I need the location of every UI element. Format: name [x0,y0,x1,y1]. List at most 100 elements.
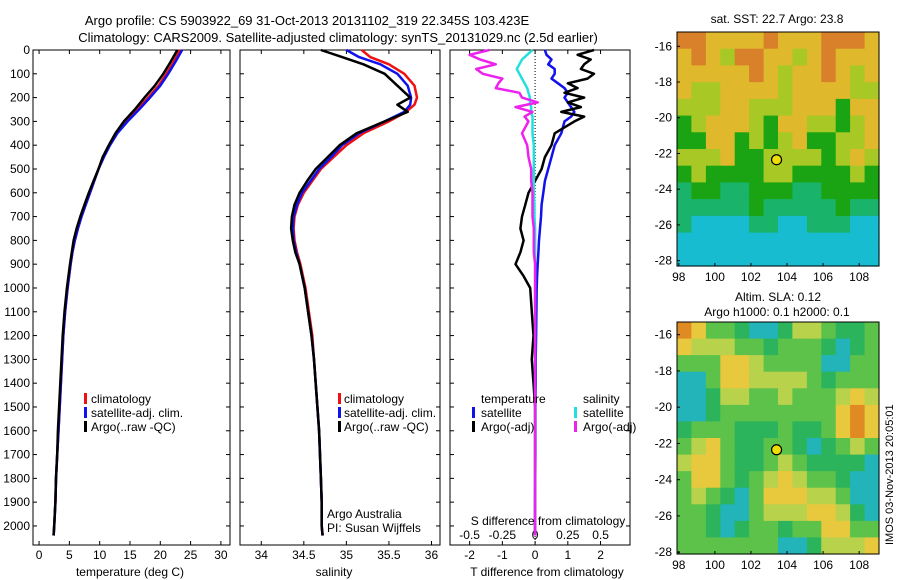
map-cell [806,471,822,489]
x-tick-label: 0 [532,548,539,562]
series-line-argo-raw-qc- [289,48,412,536]
map-cell [691,98,707,117]
map-cell [691,65,707,83]
map-cell [677,249,692,267]
map-cell [792,438,808,456]
map-cell [705,438,721,456]
map-cell [850,404,866,423]
map-y-tick-label: -22 [655,436,673,450]
map-cell [864,322,880,340]
map-cell [864,98,880,117]
map-cell [850,355,866,373]
map-x-tick-label: 100 [705,270,725,284]
temperature-legend: climatology satellite-adj. clim. Argo(..… [84,392,183,434]
map-cell [734,371,750,389]
map-cell [691,322,707,340]
map-cell [749,165,765,183]
legend-swatch-t-argo [472,421,475,432]
series-line-salinity-satellite [515,49,537,536]
map-cell [749,454,765,472]
map-cell [821,454,837,472]
legend-label-argo: Argo(..raw -QC) [91,420,176,434]
map-cell [821,421,837,439]
map-cell [806,65,822,83]
map-cell [749,338,765,356]
y-tick-label: 1500 [3,400,30,414]
map-cell [806,537,822,555]
map-cell [850,149,866,167]
map-y-tick-label: -20 [655,111,673,125]
map-cell [749,215,765,234]
map-cell [677,48,692,66]
map-cell [763,199,779,217]
x-tick-label: 35.5 [377,548,401,562]
map-cell [792,149,808,167]
map-cell [720,421,736,439]
map-cell [821,371,837,389]
map-cell [806,199,822,217]
map-cell [734,115,750,133]
map-cell [705,48,721,66]
map-x-tick-label: 108 [849,270,869,284]
map-cell [705,249,721,267]
map-cell [749,355,765,373]
map-cell [821,32,837,50]
map-cell [850,165,866,183]
map-cell [705,487,721,505]
map-cell [850,520,866,539]
map-cell [734,322,750,340]
series-line-climatology [52,49,181,536]
map-cell [778,32,793,50]
map-y-tick-label: -22 [655,146,673,160]
map-cell [705,355,721,373]
y-tick-label: 1800 [3,471,30,485]
map-cell [677,98,692,117]
legend-swatch-climatology [84,393,87,404]
map-cell [677,132,692,150]
map-cell [806,182,822,200]
map-cell [734,388,750,406]
map-cell [864,82,880,100]
top-x-tick-label: 0.5 [592,528,609,542]
map-y-tick-label: -18 [655,364,673,378]
map-cell [835,82,851,100]
map-cell [806,388,822,406]
map-cell [720,165,736,183]
map-cell [821,504,837,522]
map-cell [821,199,837,217]
map-cell [864,249,880,267]
map-cell [763,355,779,373]
map-cell [763,371,779,389]
map-cell [835,504,851,522]
map-cell [792,249,808,267]
map-x-tick-label: 98 [672,270,686,284]
map-cell [691,149,707,167]
map-cell [691,421,707,439]
map-cell [763,232,779,250]
map-cell [806,520,822,539]
x-tick-label: 34 [255,548,269,562]
map-cell [720,454,736,472]
map-cell [778,48,793,66]
map-cell [821,82,837,100]
argo-position-marker [770,444,783,456]
map-cell [691,115,707,133]
map-cell [691,215,707,234]
map-cell [749,182,765,200]
map-cell [806,404,822,423]
difference-xlabel: T difference from climatology [470,565,624,579]
map-cell [720,182,736,200]
map-cell [778,132,793,150]
map-y-tick-label: -16 [655,39,673,53]
map-cell [763,32,779,50]
map-y-tick-label: -28 [655,254,673,268]
legend-label-t-argo: Argo(-adj) [481,420,534,434]
map-cell [792,322,808,340]
map-cell [835,322,851,340]
map-cell [720,471,736,489]
map-cell [749,65,765,83]
map-cell [691,249,707,267]
map-cell [806,165,822,183]
map-y-tick-label: -24 [655,473,673,487]
